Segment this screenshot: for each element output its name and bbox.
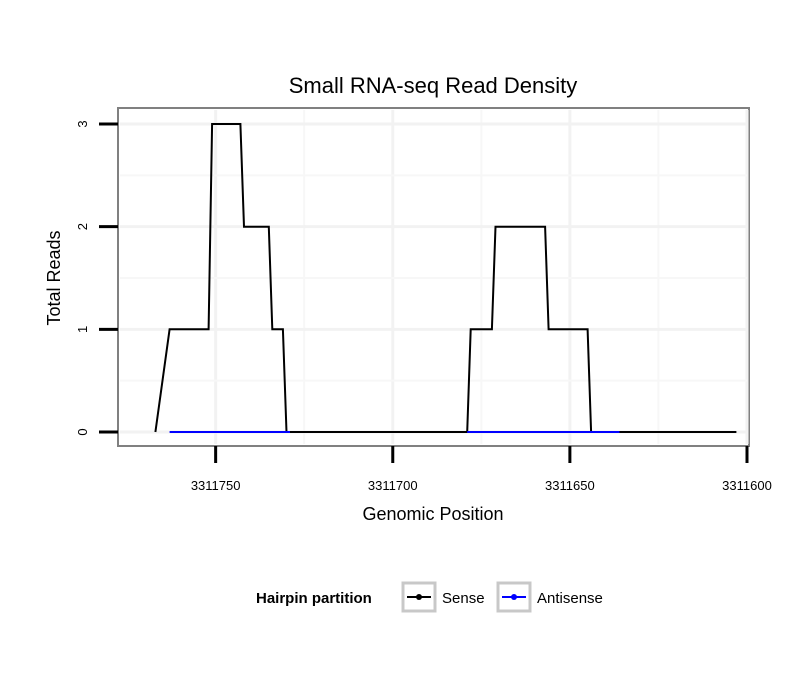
- y-tick-label: 3: [75, 120, 90, 127]
- x-tick-label: 3311700: [368, 478, 418, 493]
- legend-label-sense: Sense: [442, 590, 485, 607]
- series-lines: [154, 123, 737, 433]
- x-tick-label: 3311750: [191, 478, 241, 493]
- x-axis-label: Genomic Position: [362, 504, 503, 524]
- legend-key-antisense-point: [511, 594, 517, 600]
- legend-title: Hairpin partition: [256, 590, 372, 607]
- y-tick-label: 0: [75, 428, 90, 435]
- y-axis-label: Total Reads: [44, 230, 64, 325]
- x-tick-label: 3311600: [722, 478, 772, 493]
- y-tick-label: 1: [75, 326, 90, 333]
- grid-lines: [120, 110, 749, 444]
- chart-title: Small RNA-seq Read Density: [289, 73, 578, 98]
- axes: 3311750 3311700 3311650 3311600 0 1 2 3: [75, 120, 772, 493]
- legend-key-sense-point: [416, 594, 422, 600]
- x-tick-label: 3311650: [545, 478, 595, 493]
- legend: Hairpin partition Sense Antisense: [256, 581, 603, 613]
- y-tick-label: 2: [75, 223, 90, 230]
- legend-label-antisense: Antisense: [537, 590, 603, 607]
